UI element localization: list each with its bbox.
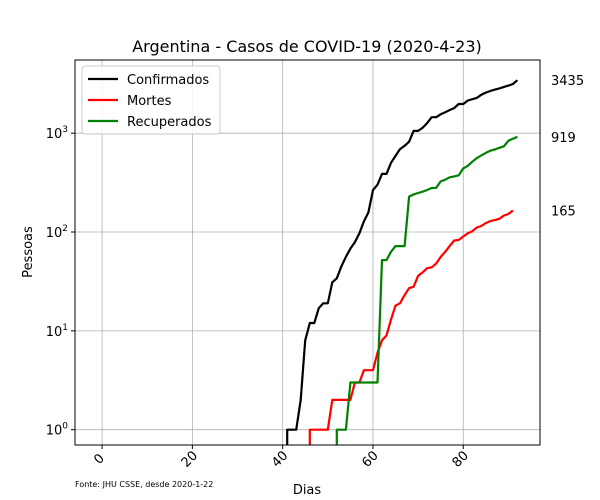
- x-axis: 0 20 40 60 80: [91, 445, 472, 471]
- y-tick-base: 10: [46, 226, 63, 241]
- end-label-recuperados: 919: [551, 131, 576, 146]
- y-tick-label: 103: [46, 125, 68, 142]
- end-labels: 3435 165 919: [551, 74, 584, 219]
- legend-label-mortes: Mortes: [127, 94, 172, 109]
- series-line-recuperados: [335, 135, 518, 445]
- legend: Confirmados Mortes Recuperados: [81, 65, 221, 135]
- plot-frame: [74, 59, 541, 446]
- chart-title: Argentina - Casos de COVID-19 (2020-4-23…: [132, 37, 482, 56]
- y-tick-base: 10: [46, 325, 63, 340]
- y-tick-exponent: 1: [62, 323, 68, 333]
- x-tick-label: 0: [91, 451, 107, 467]
- y-tick-base: 10: [46, 424, 63, 439]
- x-tick-label: 60: [359, 448, 381, 470]
- y-tick-exponent: 3: [62, 125, 68, 135]
- y-axis-label: Pessoas: [21, 226, 36, 278]
- y-tick-label: 102: [46, 224, 68, 241]
- series-line-mortes: [308, 209, 514, 445]
- x-tick-label: 20: [179, 448, 201, 470]
- x-tick-label: 80: [450, 448, 472, 470]
- legend-label-confirmados: Confirmados: [127, 73, 209, 88]
- end-label-mortes: 165: [551, 205, 576, 220]
- legend-label-recuperados: Recuperados: [127, 115, 212, 130]
- legend-box: [81, 65, 221, 135]
- y-tick-label: 100: [46, 422, 69, 439]
- y-tick-exponent: 2: [62, 224, 68, 234]
- plot-area: [286, 79, 519, 445]
- y-tick-label: 101: [46, 323, 68, 340]
- footnote: Fonte: JHU CSSE, desde 2020-1-22: [75, 480, 213, 489]
- x-tick-label: 40: [269, 448, 291, 470]
- x-axis-label: Dias: [293, 483, 322, 498]
- series-line-confirmados: [286, 79, 519, 445]
- end-label-confirmados: 3435: [551, 74, 584, 89]
- y-tick-base: 10: [46, 127, 63, 142]
- y-tick-exponent: 0: [62, 422, 68, 432]
